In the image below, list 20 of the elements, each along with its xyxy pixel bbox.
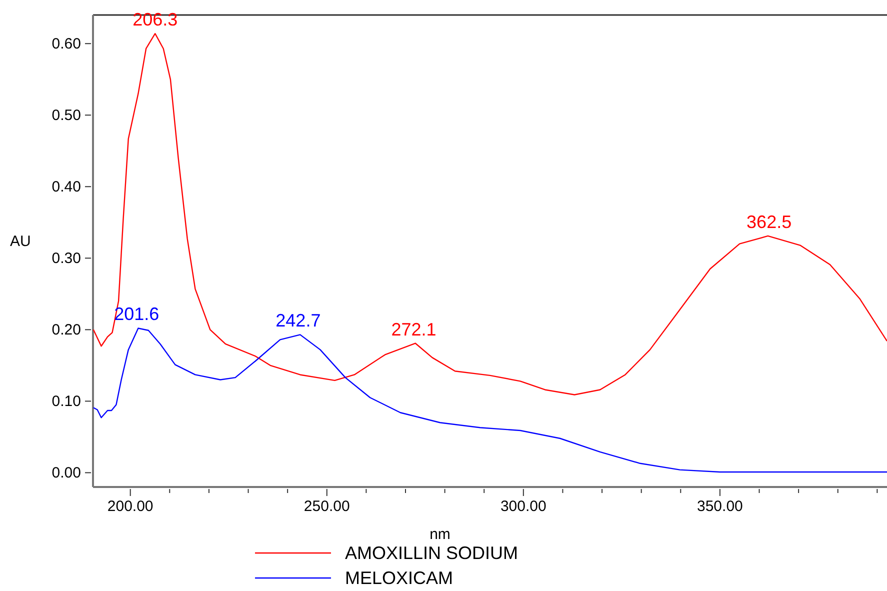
y-tick-label: 0.60 — [52, 36, 81, 53]
annotation: 272.1 — [391, 319, 436, 340]
x-tick-label: 200.00 — [107, 498, 154, 515]
y-tick-label: 0.50 — [52, 107, 81, 124]
line-series — [92, 32, 887, 396]
annotation: 362.5 — [746, 212, 792, 232]
y-tick-label: 0.40 — [52, 178, 81, 196]
y-tick-label: 0.20 — [52, 322, 81, 339]
legend-label: AMOXILLIN SODIUM — [345, 543, 518, 563]
y-tick-label: 0.30 — [52, 250, 81, 268]
annotation: 242.7 — [276, 310, 321, 331]
annotation: 206.3 — [132, 10, 178, 30]
y-tick-label: 0.00 — [52, 464, 81, 482]
y-tick-label: 0.10 — [52, 393, 81, 410]
x-tick-label: 250.00 — [304, 498, 350, 515]
legend-label: MELOXICAM — [345, 568, 454, 588]
x-tick-label: 350.00 — [697, 498, 743, 515]
x-tick-label: 300.00 — [500, 498, 546, 515]
y-axis-title: AU — [10, 233, 31, 250]
x-axis-title: nm — [430, 526, 450, 543]
